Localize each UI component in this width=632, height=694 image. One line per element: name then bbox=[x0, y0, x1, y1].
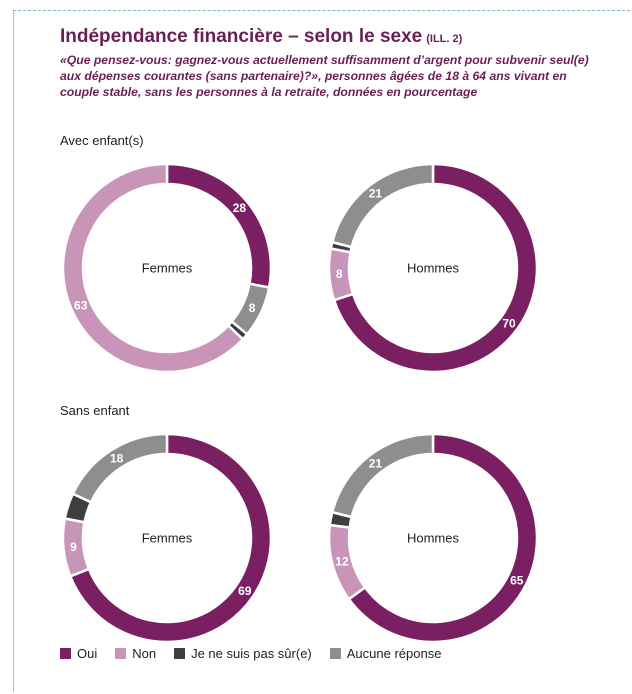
illustration-number: (ILL. 2) bbox=[426, 33, 463, 45]
legend-label-oui: Oui bbox=[77, 646, 98, 661]
donut-2: 70 8 21 Hommes bbox=[327, 162, 539, 374]
donut-1-slice-non bbox=[61, 162, 245, 374]
legend-swatch-oui bbox=[60, 648, 71, 659]
donut-2-center-label: Hommes bbox=[407, 261, 460, 276]
section-label-with-children: Avec enfant(s) bbox=[60, 133, 144, 148]
legend-item-oui: Oui bbox=[60, 646, 97, 661]
legend: Oui Non Je ne suis pas sûr(e) Aucune rép… bbox=[60, 646, 441, 661]
donut-1-center-label: Femmes bbox=[142, 261, 193, 276]
donut-2-label-non: 8 bbox=[336, 267, 343, 281]
donut-4-label-oui: 65 bbox=[510, 574, 524, 588]
donut-4-center-label: Hommes bbox=[407, 531, 460, 546]
legend-item-non: Non bbox=[115, 646, 156, 661]
donut-3-center-label: Femmes bbox=[142, 531, 193, 546]
donut-1: 28 8 63 Femmes bbox=[61, 162, 273, 374]
legend-swatch-unsure bbox=[174, 648, 186, 659]
legend-label-non: Non bbox=[132, 646, 157, 661]
legend-label-no-answer: Aucune réponse bbox=[346, 646, 442, 661]
donut-1-label-aucune-reponse: 8 bbox=[249, 301, 256, 315]
section-label-without-children: Sans enfant bbox=[60, 403, 130, 418]
figure-frame bbox=[13, 10, 630, 692]
donut-2-slice-aucune-reponse bbox=[330, 162, 435, 249]
title-text: Indépendance financière – selon le sexe bbox=[60, 26, 423, 47]
legend-label-unsure: Je ne suis pas sûr(e) bbox=[191, 646, 312, 661]
donut-3-label-non: 9 bbox=[70, 540, 77, 554]
donut-4: 65 12 21 Hommes bbox=[327, 432, 539, 644]
donut-1-label-oui: 28 bbox=[233, 201, 247, 215]
donut-2-label-aucune-reponse: 21 bbox=[369, 187, 383, 201]
figure-title: Indépendance financière – selon le sexe(… bbox=[60, 26, 462, 48]
donut-3: 69 9 18 Femmes bbox=[61, 432, 273, 644]
legend-swatch-non bbox=[115, 648, 127, 659]
figure-subtitle: «Que pensez-vous: gagnez-vous actuelleme… bbox=[60, 53, 589, 99]
legend-swatch-no-answer bbox=[329, 648, 341, 659]
donut-3-slice-aucune-reponse bbox=[71, 432, 169, 504]
donut-2-label-oui: 70 bbox=[502, 316, 516, 330]
donut-3-label-oui: 69 bbox=[238, 584, 252, 598]
legend-item-unsure: Je ne suis pas sûr(e) bbox=[174, 646, 312, 661]
donut-4-label-aucune-reponse: 21 bbox=[369, 457, 383, 471]
donut-2-slice-oui bbox=[332, 162, 539, 374]
donut-4-slice-aucune-reponse bbox=[330, 432, 435, 519]
donut-3-label-aucune-reponse: 18 bbox=[110, 452, 124, 466]
legend-item-no-answer: Aucune réponse bbox=[329, 646, 442, 661]
donut-3-slice-oui bbox=[68, 432, 273, 644]
donut-1-label-non: 63 bbox=[74, 298, 88, 312]
donut-4-slice-oui bbox=[347, 432, 539, 644]
donut-4-label-non: 12 bbox=[335, 554, 349, 568]
